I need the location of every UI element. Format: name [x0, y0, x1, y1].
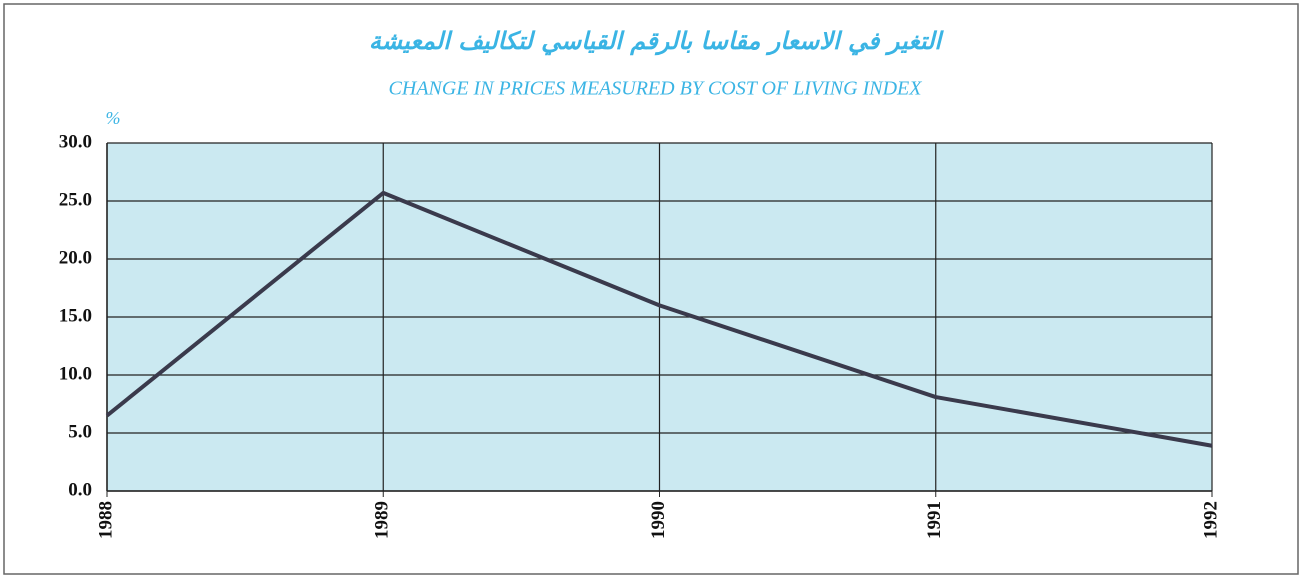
- y-tick-label: 0.0: [68, 479, 92, 500]
- y-tick-label: 10.0: [59, 363, 92, 384]
- line: [105, 190, 1213, 448]
- y-tick-label: 20.0: [59, 247, 92, 268]
- x-tick-label: 1991: [924, 501, 945, 539]
- y-axis-label: %: [106, 108, 121, 128]
- x-tick-label: 1992: [1200, 501, 1221, 539]
- y-tick-label: 5.0: [68, 421, 92, 442]
- y-tick-label: 25.0: [59, 189, 92, 210]
- y-tick-label: 30.0: [59, 131, 92, 152]
- y-tick-label: 15.0: [59, 305, 92, 326]
- chart-subtitle: CHANGE IN PRICES MEASURED BY COST OF LIV…: [389, 78, 923, 100]
- chart-title: التغير في الاسعار مقاسا بالرقم القياسي ل…: [369, 27, 945, 56]
- x-tick-label: 1989: [372, 501, 393, 539]
- x-tick-label: 1988: [95, 501, 116, 539]
- x-tick-label: 1990: [648, 501, 669, 539]
